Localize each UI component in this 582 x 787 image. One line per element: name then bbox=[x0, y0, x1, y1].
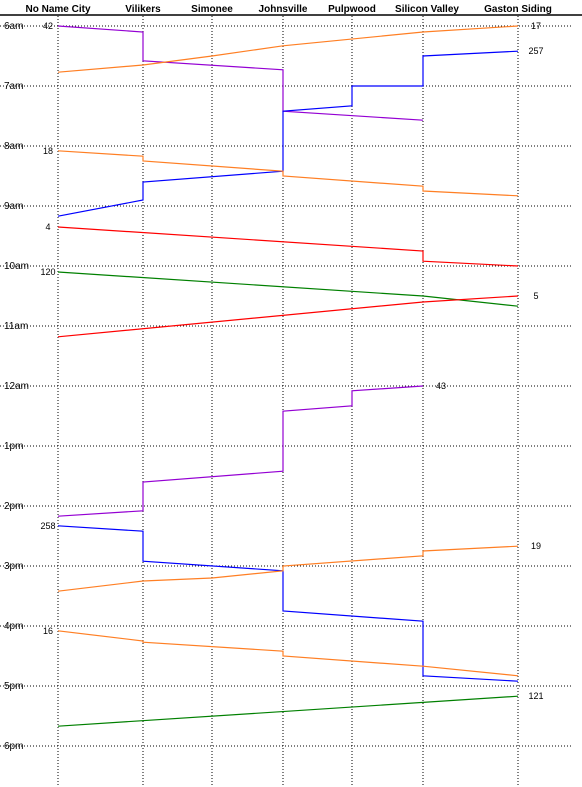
train-number: 257 bbox=[528, 46, 543, 56]
station-label: Vilikers bbox=[125, 4, 161, 15]
time-labels: 6am 7am 8am 9am 10am 11am 12am 1pm 2pm 3pm 4pm 5pm 6… bbox=[4, 21, 29, 752]
train-numbers: 42 17 257 18 4 120 5 43 258 19 16 121 bbox=[40, 21, 543, 701]
station-label: Simonee bbox=[191, 4, 233, 15]
train-number: 17 bbox=[531, 21, 541, 31]
train-number: 43 bbox=[436, 381, 446, 391]
train-path-17 bbox=[57, 25, 519, 73]
time-label: 8am bbox=[4, 141, 23, 152]
time-label: 5pm bbox=[4, 681, 23, 692]
station-label: Pulpwood bbox=[328, 4, 376, 15]
time-label: 2pm bbox=[4, 501, 23, 512]
time-label: 9am bbox=[4, 201, 23, 212]
train-path-120 bbox=[57, 271, 519, 307]
station-label: No Name City bbox=[25, 4, 90, 15]
train-path-4 bbox=[57, 226, 519, 267]
time-label: 3pm bbox=[4, 561, 23, 572]
time-label: 6pm bbox=[4, 741, 23, 752]
time-label: 11am bbox=[4, 321, 28, 332]
train-path-42 bbox=[57, 25, 424, 121]
train-path-19 bbox=[57, 545, 519, 592]
time-label: 7am bbox=[4, 81, 23, 92]
train-number: 19 bbox=[531, 541, 541, 551]
train-number: 18 bbox=[43, 146, 53, 156]
train-number: 4 bbox=[45, 222, 50, 232]
train-path-257 bbox=[57, 50, 519, 217]
train-number: 5 bbox=[533, 291, 538, 301]
train-paths bbox=[57, 25, 519, 727]
train-number: 121 bbox=[528, 691, 543, 701]
train-path-43 bbox=[57, 385, 424, 517]
train-path-121 bbox=[57, 695, 519, 727]
train-number: 42 bbox=[43, 21, 53, 31]
train-number: 120 bbox=[40, 267, 55, 277]
train-number: 258 bbox=[40, 521, 55, 531]
station-label: Silicon Valley bbox=[395, 4, 459, 15]
station-label: Gaston Siding bbox=[484, 4, 552, 15]
time-label: 12am bbox=[4, 381, 29, 392]
station-label: Johnsville bbox=[259, 4, 308, 15]
hour-lines bbox=[0, 25, 572, 747]
train-number: 16 bbox=[43, 626, 53, 636]
time-label: 4pm bbox=[4, 621, 23, 632]
station-lines bbox=[57, 16, 519, 787]
station-labels: No Name City Vilikers Simonee Johnsville Pul… bbox=[25, 4, 551, 15]
time-label: 6am bbox=[4, 21, 23, 32]
time-label: 10am bbox=[4, 261, 29, 272]
train-path-18 bbox=[57, 150, 519, 197]
train-path-5 bbox=[57, 295, 519, 338]
train-path-16 bbox=[57, 630, 519, 677]
time-label: 1pm bbox=[4, 441, 23, 452]
